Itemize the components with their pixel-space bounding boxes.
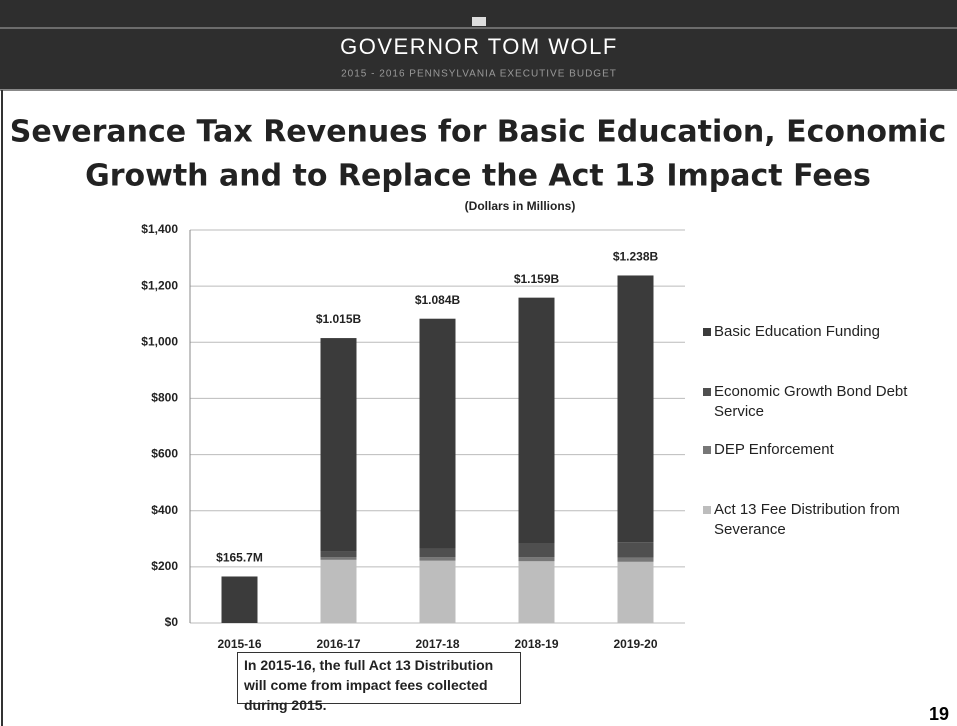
y-tick-label: $1,000 (141, 334, 178, 348)
x-tick-label: 2017-18 (415, 637, 459, 651)
total-label: $1.159B (514, 272, 560, 286)
header-band (0, 0, 957, 90)
note-box: In 2015-16, the full Act 13 Distribution… (237, 652, 521, 713)
legend-swatch (703, 388, 711, 396)
y-tick-label: $1,400 (141, 222, 178, 236)
bar-segment (617, 557, 654, 562)
bar-segment (518, 542, 555, 558)
bar-segment (617, 561, 654, 623)
bar-segment (419, 318, 456, 549)
bar-segment (518, 561, 555, 623)
legend-label: Basic Education Funding (714, 323, 880, 340)
y-tick-label: $400 (151, 503, 178, 517)
chart-title: Growth and to Replace the Act 13 Impact … (85, 159, 871, 194)
y-tick-label: $600 (151, 447, 178, 461)
x-tick-label: 2019-20 (613, 637, 657, 651)
bar-segment (419, 560, 456, 623)
bar-segment (419, 557, 456, 561)
bar-segment (518, 557, 555, 562)
page-number: 19 (928, 704, 949, 724)
y-tick-label: $0 (165, 615, 179, 629)
chart-subtitle: (Dollars in Millions) (465, 199, 576, 213)
x-tick-label: 2016-17 (316, 637, 360, 651)
bar-segment (320, 338, 357, 552)
bar-segment (221, 576, 258, 623)
bar-segment (419, 548, 456, 558)
legend-label: Act 13 Fee Distribution from Severance (714, 501, 900, 538)
header-title: GOVERNOR TOM WOLF (340, 34, 618, 59)
bar-segment (320, 559, 357, 623)
bar-segment (617, 542, 654, 558)
chart-title: Severance Tax Revenues for Basic Educati… (10, 115, 947, 150)
legend-label: Economic Growth Bond Debt Service (714, 383, 908, 420)
bar-segment (320, 557, 357, 560)
y-tick-label: $800 (151, 391, 178, 405)
legend-label: DEP Enforcement (714, 441, 834, 458)
legend-swatch (703, 328, 711, 336)
bar-segment (320, 551, 357, 558)
header-subtitle: 2015 - 2016 PENNSYLVANIA EXECUTIVE BUDGE… (341, 69, 617, 80)
x-tick-label: 2015-16 (217, 637, 261, 651)
total-label: $1.084B (415, 293, 461, 307)
total-label: $1.015B (316, 312, 362, 326)
total-label: $165.7M (216, 551, 263, 565)
legend-swatch (703, 446, 711, 454)
seal-icon (472, 17, 486, 26)
legend-swatch (703, 506, 711, 514)
x-tick-label: 2018-19 (514, 637, 558, 651)
bar-segment (518, 297, 555, 543)
total-label: $1.238B (613, 250, 659, 264)
y-tick-label: $200 (151, 559, 178, 573)
y-tick-label: $1,200 (141, 278, 178, 292)
bar-segment (617, 275, 654, 543)
